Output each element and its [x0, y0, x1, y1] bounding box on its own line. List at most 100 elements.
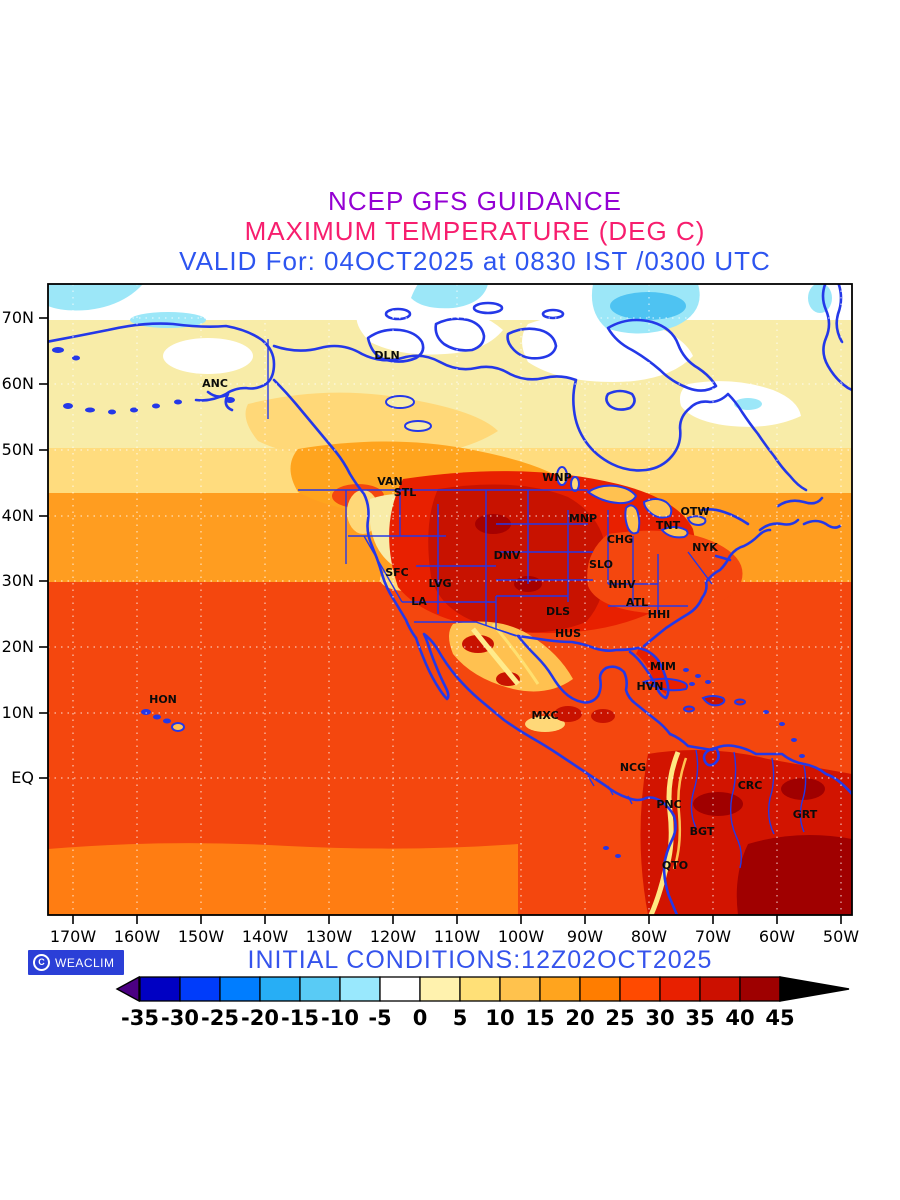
- coastlines: [48, 284, 852, 915]
- lon-tick-label: 70W: [695, 927, 731, 946]
- political-borders: [267, 339, 807, 869]
- initial-conditions-line: INITIAL CONDITIONS:12Z02OCT2025: [247, 946, 713, 974]
- temperature-colorbar: -35 -30 -25 -20 -15 -10 -5 0 5 10 15 20 25 30 35 40 45: [115, 975, 850, 1030]
- lon-tick-label: 150W: [178, 927, 225, 946]
- lake-michigan: [624, 504, 641, 535]
- station-label-grt: GRT: [793, 808, 818, 821]
- lake-winnipeg: [556, 466, 568, 486]
- colorbar-label: -30: [161, 1006, 199, 1030]
- station-label-anc: ANC: [202, 377, 228, 390]
- colorbar-label: 25: [605, 1006, 634, 1030]
- lon-tick-label: 140W: [242, 927, 289, 946]
- colorbar-cell: [339, 976, 381, 1002]
- cyan-patch: [48, 284, 143, 311]
- colorbar-label: -20: [241, 1006, 279, 1030]
- station-label-la: LA: [411, 595, 427, 608]
- andes-cool-streak: [672, 757, 688, 870]
- colorbar-cell: [499, 976, 541, 1002]
- station-label-hon: HON: [149, 693, 177, 706]
- lat-tick-label: 70N: [2, 308, 34, 327]
- colorbar-cell: [539, 976, 581, 1002]
- station-label-ncg: NCG: [620, 761, 646, 774]
- station-label-stl: STL: [394, 486, 416, 499]
- colorbar-cell: [139, 976, 181, 1002]
- station-label-mxc: MXC: [531, 709, 558, 722]
- hot-spot: [781, 778, 825, 800]
- mexico-plateau-gold: [525, 716, 565, 732]
- lake-ontario: [686, 515, 707, 527]
- map-frame: [47, 283, 853, 916]
- colorbar-label: 40: [725, 1006, 754, 1030]
- cyan-patch: [734, 398, 762, 410]
- station-label-hhi: HHI: [648, 608, 671, 621]
- colorbar-cell: [419, 976, 461, 1002]
- colorbar-cell: [659, 976, 701, 1002]
- station-label-sfc: SFC: [385, 566, 409, 579]
- map-plot: 170W 160W 150W 140W 130W 120W 110W 100W 90W 80W 70…: [2, 283, 859, 946]
- station-label-dnv: DNV: [494, 549, 521, 562]
- lat-tick-label: 50N: [2, 440, 34, 459]
- colorbar-label: -5: [368, 1006, 391, 1030]
- chart-subtitle: MAXIMUM TEMPERATURE (DEG C): [244, 216, 706, 246]
- lon-tick-label: 160W: [114, 927, 161, 946]
- station-label-dls: DLS: [546, 605, 570, 618]
- lat-tick-label: EQ: [11, 768, 34, 787]
- alaska-cool-patch: [163, 338, 253, 374]
- lon-tick-label: 110W: [434, 927, 481, 946]
- lon-tick-label: 120W: [370, 927, 417, 946]
- colorbar-label: 35: [685, 1006, 714, 1030]
- yucatan-hot-spot: [591, 709, 615, 723]
- station-label-hvn: HVN: [637, 680, 664, 693]
- map-geography: [48, 284, 852, 915]
- lon-tick-label: 170W: [50, 927, 97, 946]
- station-label-van: VAN: [377, 475, 403, 488]
- cyan-core: [610, 292, 686, 320]
- colorbar-cell: [459, 976, 501, 1002]
- arctic-white-patch: [356, 301, 503, 355]
- hawaii-islands: [141, 709, 185, 732]
- valid-time-line: VALID For: 04OCT2025 at 0830 IST /0300 U…: [179, 246, 771, 276]
- station-label-wnp: WNP: [542, 471, 571, 484]
- canada-gold-patch: [245, 392, 498, 460]
- colorbar-cell: [379, 976, 421, 1002]
- cyan-patch: [808, 284, 832, 313]
- station-label-crc: CRC: [738, 779, 763, 792]
- page-title: NCEP GFS GUIDANCE: [328, 186, 622, 216]
- colorbar-label: -10: [321, 1006, 359, 1030]
- colorbar-right-arrow: [779, 976, 850, 1002]
- lat-tick-label: 60N: [2, 374, 34, 393]
- lat-tick-label: 40N: [2, 506, 34, 525]
- lake-manitoba: [570, 476, 580, 492]
- station-label-dln: DLN: [374, 349, 399, 362]
- colorbar-label: -15: [281, 1006, 319, 1030]
- sierra-madre-streak: [471, 627, 520, 686]
- station-label-atl: ATL: [626, 596, 648, 609]
- grid-layer: [48, 284, 852, 915]
- lat-tick-label: 20N: [2, 637, 34, 656]
- lake-huron: [642, 498, 673, 519]
- station-label-chg: CHG: [607, 533, 633, 546]
- cyan-patch: [411, 284, 488, 309]
- island-dots: [52, 347, 805, 858]
- station-label-mim: MIM: [650, 660, 676, 673]
- weaclim-logo: C WEACLIM: [28, 950, 124, 975]
- colorbar-cell: [259, 976, 301, 1002]
- lon-tick-label: 80W: [631, 927, 667, 946]
- hot-spot: [475, 514, 511, 534]
- frame-layer: 170W 160W 150W 140W 130W 120W 110W 100W 90W 80W 70…: [2, 283, 859, 946]
- lake-superior: [586, 484, 638, 505]
- hispaniola: [701, 695, 726, 707]
- lon-tick-label: 50W: [823, 927, 859, 946]
- colorbar-cell: [739, 976, 781, 1002]
- south-mexico-hot-spot: [554, 706, 582, 722]
- station-label-mnp: MNP: [569, 512, 597, 525]
- station-label-bgt: BGT: [690, 825, 715, 838]
- band-equatorial-orange: [48, 843, 518, 915]
- colorbar-cell: [699, 976, 741, 1002]
- colorbar-cell: [579, 976, 621, 1002]
- lake-erie: [660, 526, 689, 539]
- colorbar-label: 0: [413, 1006, 428, 1030]
- colorbar-cell: [299, 976, 341, 1002]
